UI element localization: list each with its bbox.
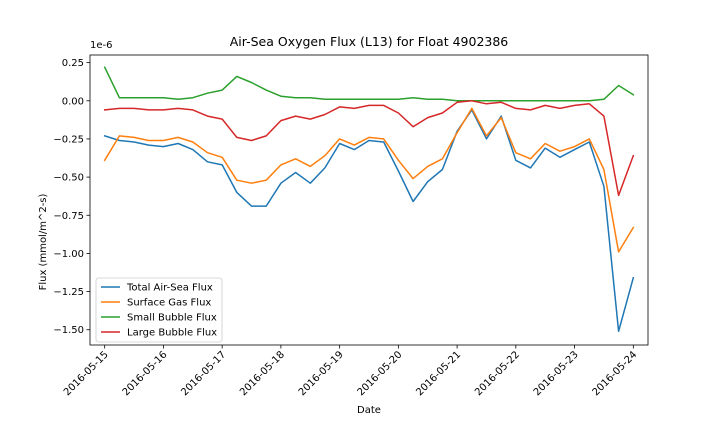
x-axis-ticks: 2016-05-15 2016-05-16 2016-05-17 2016-05-18… bbox=[62, 345, 640, 398]
series-line-surface-gas-flux bbox=[103, 107, 635, 253]
y-axis-label: Flux (mmol/m^2-s) bbox=[38, 193, 49, 290]
y-tick-label: −1.00 bbox=[53, 249, 84, 260]
plot-area bbox=[89, 54, 649, 346]
legend-entry: Small Bubble Flux bbox=[127, 313, 217, 324]
y-tick-label: −1.25 bbox=[53, 287, 84, 298]
x-tick-label: 2016-05-22 bbox=[473, 349, 522, 398]
x-tick-label: 2016-05-15 bbox=[62, 349, 111, 398]
x-tick-label: 2016-05-24 bbox=[591, 349, 640, 398]
x-tick-label: 2016-05-21 bbox=[414, 349, 463, 398]
x-tick-label: 2016-05-16 bbox=[121, 349, 170, 398]
series-layer bbox=[103, 66, 635, 333]
y-tick-label: 0.25 bbox=[62, 58, 84, 69]
y-tick-label: −0.75 bbox=[53, 211, 84, 222]
series-line-large-bubble-flux bbox=[103, 100, 635, 197]
y-axis-ticks: 0.25 0.00 −0.25 −0.50 −0.75 −1.00 −1.25 −1.50 bbox=[53, 58, 90, 336]
plot-frame bbox=[89, 54, 649, 346]
series-line-total-air-sea-flux bbox=[103, 109, 635, 333]
y-offset-text: 1e-6 bbox=[90, 40, 113, 51]
x-tick-label: 2016-05-18 bbox=[238, 349, 287, 398]
legend-entry: Surface Gas Flux bbox=[127, 298, 211, 309]
series-line-small-bubble-flux bbox=[103, 66, 635, 102]
x-axis-label: Date bbox=[357, 405, 381, 416]
legend: Total Air-Sea Flux Surface Gas Flux Small … bbox=[95, 277, 223, 343]
y-tick-label: 0.00 bbox=[62, 96, 84, 107]
y-tick-label: −0.50 bbox=[53, 173, 84, 184]
x-tick-label: 2016-05-19 bbox=[297, 349, 346, 398]
legend-entry: Large Bubble Flux bbox=[127, 328, 217, 339]
y-tick-label: −0.25 bbox=[53, 134, 84, 145]
legend-entry: Total Air-Sea Flux bbox=[126, 283, 213, 294]
legend-box bbox=[95, 277, 223, 343]
x-tick-label: 2016-05-23 bbox=[532, 349, 581, 398]
x-tick-label: 2016-05-20 bbox=[356, 349, 405, 398]
x-tick-label: 2016-05-17 bbox=[179, 349, 228, 398]
chart-title: Air-Sea Oxygen Flux (L13) for Float 4902… bbox=[230, 34, 509, 49]
y-tick-label: −1.50 bbox=[53, 325, 84, 336]
